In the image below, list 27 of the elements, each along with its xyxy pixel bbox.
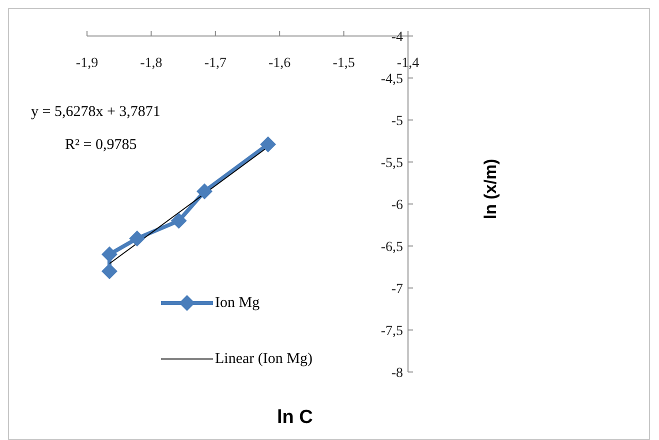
point <box>170 212 187 229</box>
point <box>101 263 118 280</box>
y-tick-label: -4 <box>391 30 403 45</box>
legend-label: Linear (Ion Mg) <box>215 350 312 368</box>
y-tick-label: -7 <box>391 282 403 297</box>
y-tick-label: -6 <box>391 198 403 213</box>
point <box>129 230 146 246</box>
x-tick-label: -1,9 <box>76 56 98 71</box>
legend-label: Ion Mg <box>215 294 260 312</box>
annotation: R² = 0,9785 <box>65 137 137 154</box>
y-tick-label: -8 <box>391 366 403 381</box>
x-tick-label: -1,7 <box>204 56 226 71</box>
y-tick-label: -6,5 <box>380 240 403 255</box>
annotation: y = 5,6278x + 3,7871 <box>31 104 160 121</box>
x-tick-label: -1,4 <box>396 56 420 71</box>
point <box>196 183 212 200</box>
point <box>101 246 118 262</box>
x-tick-label: -1,5 <box>332 56 355 71</box>
y-tick-label: -5,5 <box>380 156 403 171</box>
y-axis-title: ln (x/m) <box>481 158 502 220</box>
y-tick-label: -4,5 <box>380 72 403 87</box>
x-axis-title: ln C <box>277 407 313 429</box>
y-tick-label: -7,5 <box>380 324 403 339</box>
x-tick-label: -1,6 <box>268 56 291 71</box>
y-tick-label: -5 <box>391 114 403 129</box>
point <box>260 136 276 152</box>
x-tick-label: -1,8 <box>140 56 162 71</box>
